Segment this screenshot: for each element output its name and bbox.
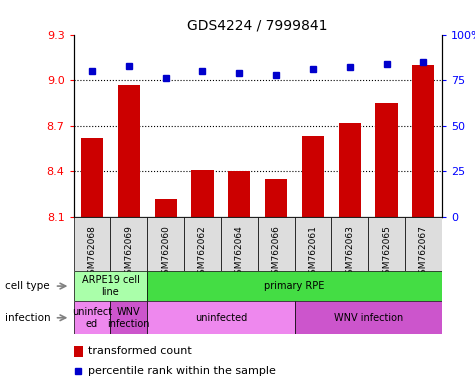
Text: GSM762066: GSM762066 (272, 225, 281, 280)
Bar (147, 301, 294, 334)
Bar (74, 346, 83, 357)
Title: GDS4224 / 7999841: GDS4224 / 7999841 (188, 18, 328, 32)
Bar (339, 123, 361, 217)
Text: WNV infection: WNV infection (333, 313, 403, 323)
Text: GSM762065: GSM762065 (382, 225, 391, 280)
Bar (110, 301, 147, 334)
Bar (332, 217, 368, 271)
Text: infection: infection (5, 313, 50, 323)
Bar (221, 217, 257, 271)
Bar (294, 217, 332, 271)
Bar (265, 179, 287, 217)
Text: GSM762062: GSM762062 (198, 225, 207, 280)
Text: ARPE19 cell
line: ARPE19 cell line (82, 275, 139, 297)
Text: uninfected: uninfected (195, 313, 247, 323)
Text: GSM762064: GSM762064 (235, 225, 244, 280)
Text: GSM762067: GSM762067 (419, 225, 428, 280)
Bar (228, 171, 250, 217)
Bar (74, 217, 110, 271)
Bar (74, 301, 110, 334)
Bar (294, 301, 442, 334)
Text: percentile rank within the sample: percentile rank within the sample (88, 366, 276, 376)
Bar (302, 136, 324, 217)
Text: GSM762069: GSM762069 (124, 225, 133, 280)
Text: GSM762063: GSM762063 (345, 225, 354, 280)
Bar (147, 217, 184, 271)
Bar (405, 217, 442, 271)
Bar (155, 199, 177, 217)
Bar (412, 65, 434, 217)
Text: GSM762061: GSM762061 (308, 225, 317, 280)
Bar (368, 217, 405, 271)
Bar (110, 217, 147, 271)
Bar (184, 217, 221, 271)
Bar (147, 271, 442, 301)
Bar (375, 103, 398, 217)
Bar (74, 271, 147, 301)
Text: uninfect
ed: uninfect ed (72, 307, 112, 329)
Bar (257, 217, 294, 271)
Text: GSM762068: GSM762068 (87, 225, 96, 280)
Bar (81, 138, 103, 217)
Text: GSM762060: GSM762060 (161, 225, 170, 280)
Text: transformed count: transformed count (88, 346, 192, 356)
Text: cell type: cell type (5, 281, 49, 291)
Bar (118, 85, 140, 217)
Bar (191, 170, 214, 217)
Text: primary RPE: primary RPE (264, 281, 325, 291)
Text: WNV
infection: WNV infection (108, 307, 150, 329)
